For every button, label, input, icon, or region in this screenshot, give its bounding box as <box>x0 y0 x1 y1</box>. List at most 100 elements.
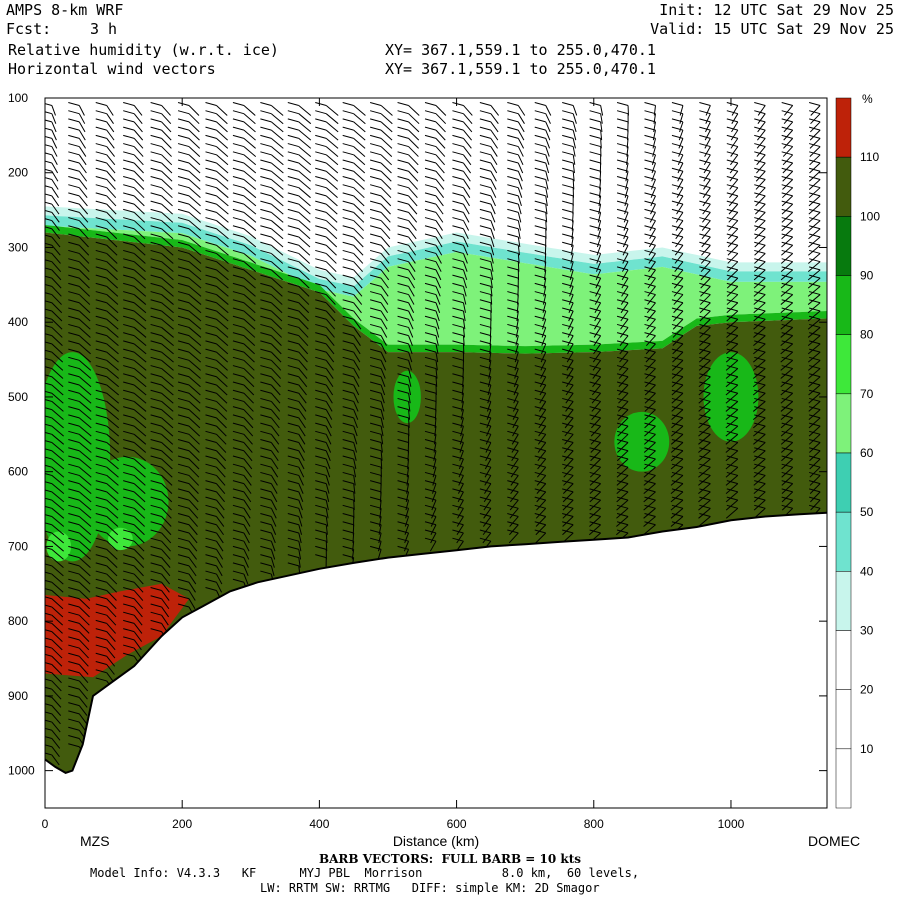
wind-barb-flag <box>150 554 162 559</box>
wind-barb-flag <box>287 529 299 534</box>
wind-barb-flag <box>177 488 190 493</box>
wind-barb <box>298 310 309 322</box>
wind-barb-flag <box>507 143 519 148</box>
wind-barb-flag <box>589 406 601 411</box>
wind-barb <box>325 351 335 363</box>
wind-barb <box>298 154 312 166</box>
wind-barb-flag <box>479 389 492 394</box>
wind-barb-flag <box>452 167 464 172</box>
wind-barb <box>243 277 256 289</box>
wind-barb-flag <box>507 389 519 394</box>
wind-barb <box>540 368 547 379</box>
wind-barb-flag <box>68 365 80 370</box>
wind-barb <box>78 359 92 371</box>
wind-barb <box>596 236 602 248</box>
wind-barb-flag <box>671 167 684 172</box>
wind-barb-flag <box>589 225 601 230</box>
wind-barb-flag <box>534 414 546 419</box>
wind-barb-flag <box>507 217 519 222</box>
wind-barb <box>648 244 656 256</box>
wind-barb-flag <box>205 241 217 246</box>
colorbar-level-label: 30 <box>860 624 874 638</box>
wind-barb-flag <box>232 578 245 583</box>
wind-barb <box>133 623 143 634</box>
wind-barb <box>133 507 146 519</box>
wind-barb-flag <box>671 414 684 419</box>
wind-barb <box>700 269 711 281</box>
wind-barb-flag <box>589 217 601 222</box>
wind-barb-flag <box>562 480 574 485</box>
wind-barb <box>808 392 821 404</box>
wind-barb <box>243 146 257 157</box>
wind-barb-flag <box>150 439 162 444</box>
wind-barb <box>133 368 147 379</box>
wind-barb <box>430 532 437 544</box>
wind-barb <box>133 113 143 125</box>
wind-barb-flag <box>45 111 52 115</box>
wind-barb <box>161 294 174 305</box>
wind-barb <box>133 170 145 182</box>
wind-barb-flag <box>205 217 217 222</box>
wind-barb-flag <box>589 504 601 509</box>
wind-barb-flag <box>452 488 464 493</box>
wind-barb <box>78 294 91 305</box>
wind-barb <box>623 220 629 231</box>
wind-barb <box>78 105 85 116</box>
wind-barb <box>78 401 92 412</box>
wind-barb <box>727 244 739 256</box>
wind-barb <box>325 285 336 297</box>
wind-barb-flag <box>342 258 354 263</box>
wind-barb-flag <box>45 185 52 189</box>
wind-barb-flag <box>205 192 217 197</box>
wind-barb <box>106 269 118 281</box>
wind-barb <box>726 335 739 347</box>
wind-barb <box>589 507 601 519</box>
wind-barb-flag <box>95 537 107 542</box>
wind-barb <box>188 475 200 486</box>
wind-barb-flag <box>123 513 135 518</box>
colorbar-segment <box>835 689 852 750</box>
wind-barb-flag <box>150 249 162 254</box>
wind-barb-flag <box>45 464 52 468</box>
wind-barb-flag <box>562 184 574 189</box>
wind-barb <box>486 425 492 437</box>
wind-barb-flag <box>342 151 354 156</box>
wind-barb <box>567 343 574 355</box>
wind-barb <box>51 162 59 174</box>
wind-barb-flag <box>260 167 272 172</box>
wind-barb <box>568 302 574 313</box>
wind-barb <box>567 327 574 338</box>
wind-barb <box>704 138 711 149</box>
wind-barb <box>188 220 202 231</box>
wind-barb-flag <box>260 143 272 148</box>
wind-barb <box>408 179 418 190</box>
wind-barb-flag <box>342 348 354 353</box>
wind-barb <box>216 170 229 182</box>
wind-barb <box>161 549 171 560</box>
wind-barb-flag <box>150 406 162 411</box>
wind-barb <box>645 359 656 371</box>
wind-barb <box>753 285 766 297</box>
wind-barb-flag <box>205 233 217 238</box>
wind-barb <box>380 253 390 264</box>
wind-barb <box>591 392 602 404</box>
wind-barb <box>624 195 629 207</box>
wind-barb <box>462 302 466 313</box>
wind-barb <box>243 425 254 437</box>
wind-barb-flag <box>452 471 464 476</box>
wind-barb-flag <box>452 307 464 312</box>
wind-barb-flag <box>507 365 519 370</box>
wind-barb-flag <box>507 430 519 435</box>
wind-barb <box>271 179 284 190</box>
wind-barb-flag <box>397 365 409 370</box>
wind-barb-flag <box>562 348 574 353</box>
wind-barb <box>490 195 496 207</box>
wind-barb-flag <box>616 439 629 444</box>
wind-barb <box>353 203 365 215</box>
y-tick-label: 1000 <box>8 764 35 778</box>
wind-barb-flag <box>589 159 601 164</box>
wind-barb <box>243 195 257 207</box>
wind-barb <box>513 393 519 404</box>
wind-barb-flag <box>452 504 464 509</box>
